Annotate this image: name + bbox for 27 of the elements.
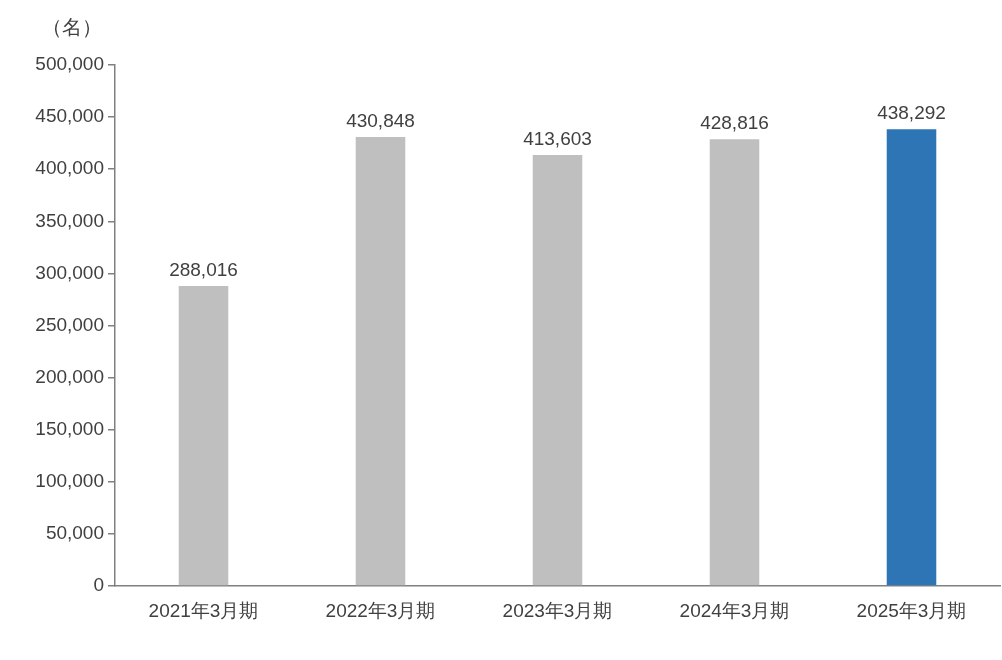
x-tick-label: 2023年3月期 xyxy=(502,599,613,621)
data-label: 438,292 xyxy=(877,102,946,124)
data-label: 428,816 xyxy=(700,111,769,133)
bar xyxy=(178,285,229,586)
y-axis-title: （名） xyxy=(42,15,102,38)
y-tick-label: 250,000 xyxy=(35,313,104,335)
bar xyxy=(532,155,583,586)
data-label: 288,016 xyxy=(169,258,238,280)
y-tick-label: 50,000 xyxy=(45,522,104,544)
bar xyxy=(355,137,406,586)
x-tick-label: 2025年3月期 xyxy=(856,599,967,621)
x-tick-label: 2024年3月期 xyxy=(679,599,790,621)
bar xyxy=(709,139,760,586)
y-tick-label: 0 xyxy=(93,574,104,596)
y-tick-label: 200,000 xyxy=(35,365,104,387)
y-tick-label: 300,000 xyxy=(35,261,104,283)
y-tick-label: 100,000 xyxy=(35,470,104,492)
bar xyxy=(886,129,937,586)
x-tick-label: 2021年3月期 xyxy=(148,599,259,621)
y-tick-label: 150,000 xyxy=(35,417,104,439)
y-tick-label: 350,000 xyxy=(35,209,104,231)
data-label: 430,848 xyxy=(346,109,415,131)
y-tick-label: 400,000 xyxy=(35,157,104,179)
x-tick-label: 2022年3月期 xyxy=(325,599,436,621)
y-tick-label: 450,000 xyxy=(35,105,104,127)
y-tick-label: 500,000 xyxy=(35,53,104,75)
data-label: 413,603 xyxy=(523,127,592,149)
